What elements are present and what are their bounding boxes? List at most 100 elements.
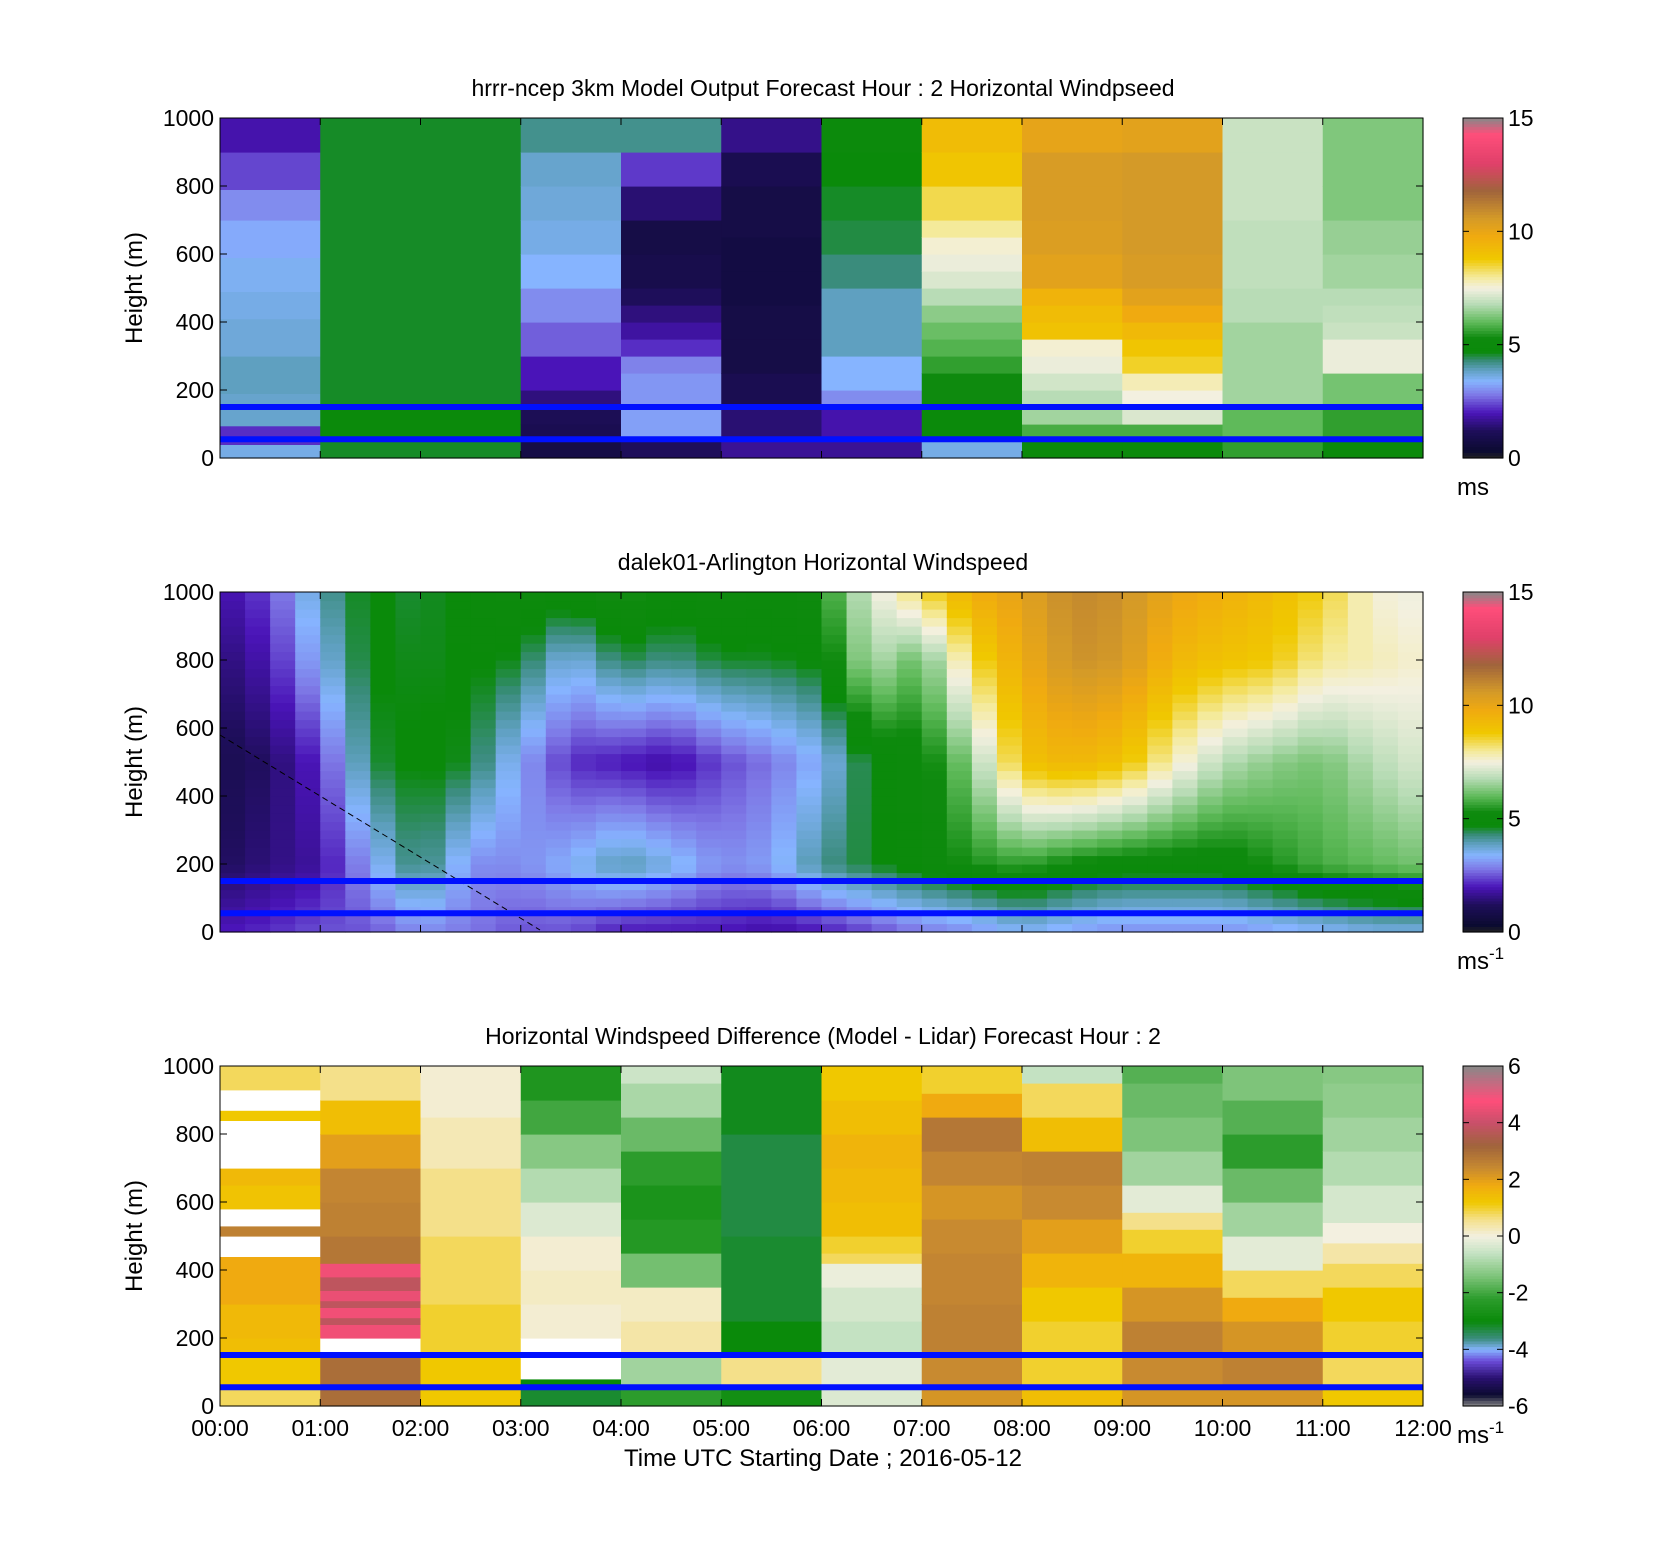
colorbar-swatch	[1463, 256, 1503, 261]
heatmap-cell	[821, 796, 848, 806]
heatmap-cell	[946, 634, 973, 644]
heatmap-cell	[1172, 702, 1199, 712]
heatmap-cell	[1172, 694, 1199, 704]
heatmap-cell	[1022, 728, 1048, 738]
heatmap-cell	[220, 770, 246, 780]
colorbar-swatch	[1463, 807, 1503, 811]
heatmap-cell	[595, 813, 622, 823]
heatmap-cell	[345, 796, 371, 806]
heatmap-cell	[395, 685, 422, 695]
colorbar-swatch	[1463, 1117, 1503, 1121]
heatmap-cell	[595, 864, 622, 874]
colorbar-swatch	[1463, 271, 1503, 275]
heatmap-cell	[671, 677, 697, 687]
heatmap-cell	[420, 617, 447, 627]
colorbar-swatch	[1463, 1363, 1503, 1367]
heatmap-cell	[545, 872, 572, 882]
colorbar-swatch	[1463, 1131, 1503, 1135]
colorbar-tick-label: 0	[1508, 1223, 1521, 1249]
colorbar-swatch	[1463, 387, 1503, 391]
heatmap-cell	[320, 660, 346, 670]
colorbar-swatch	[1463, 1176, 1503, 1180]
heatmap-cell	[696, 821, 722, 831]
heatmap-cell	[796, 787, 823, 797]
heatmap-cell	[1022, 1385, 1123, 1407]
x-tick-label: 03:00	[492, 1415, 550, 1441]
heatmap-cell	[1272, 592, 1299, 602]
heatmap-cell	[320, 1263, 422, 1278]
y-tick-label: 800	[176, 173, 214, 199]
heatmap-cell	[1072, 872, 1098, 882]
heatmap-cell	[445, 889, 472, 899]
heatmap-cell	[771, 770, 798, 780]
heatmap-cell	[746, 592, 772, 602]
colorbar-swatch	[1463, 915, 1503, 919]
heatmap-cell	[1122, 694, 1148, 704]
heatmap-cell	[796, 889, 823, 899]
heatmap-cell	[721, 821, 747, 831]
heatmap-cell	[245, 736, 271, 746]
heatmap-cell	[570, 668, 597, 678]
heatmap-cell	[1172, 643, 1199, 653]
heatmap-cell	[1222, 1100, 1324, 1135]
colorbar-swatch	[1463, 455, 1503, 459]
heatmap-cell	[1147, 796, 1173, 806]
colorbar-tick-label: -4	[1508, 1336, 1529, 1362]
colorbar-swatch	[1463, 631, 1503, 636]
heatmap-cell	[495, 804, 522, 814]
heatmap-cell	[545, 821, 572, 831]
heatmap-cell	[796, 872, 823, 882]
colorbar-swatch	[1463, 1394, 1503, 1399]
heatmap-cell	[1247, 881, 1274, 891]
heatmap-cell	[1222, 1168, 1324, 1203]
colorbar-swatch	[1463, 1233, 1503, 1237]
heatmap-cell	[270, 923, 296, 933]
heatmap-cell	[270, 779, 296, 789]
heatmap-cell	[921, 1185, 1023, 1220]
heatmap-cell	[621, 643, 647, 653]
heatmap-cell	[946, 864, 973, 874]
heatmap-cell	[1172, 753, 1199, 763]
heatmap-cell	[395, 600, 422, 610]
heatmap-cell	[1097, 881, 1123, 891]
heatmap-cell	[646, 728, 672, 738]
heatmap-cell	[545, 779, 572, 789]
heatmap-cell	[696, 685, 722, 695]
heatmap-cell	[721, 745, 747, 755]
heatmap-cell	[996, 626, 1023, 636]
heatmap-cell	[470, 821, 497, 831]
heatmap-cell	[821, 651, 848, 661]
heatmap-cell	[470, 592, 497, 602]
heatmap-cell	[846, 915, 873, 925]
heatmap-cell	[1322, 118, 1424, 187]
heatmap-cell	[595, 745, 622, 755]
heatmap-cell	[871, 804, 898, 814]
heatmap-cell	[1322, 1066, 1424, 1084]
colorbar-tick-label: 0	[1508, 445, 1521, 471]
heatmap-cell	[1322, 1355, 1424, 1387]
heatmap-cell	[495, 745, 522, 755]
heatmap-cell	[1397, 736, 1424, 746]
heatmap-cell	[696, 728, 722, 738]
colorbar-swatch	[1463, 815, 1503, 820]
heatmap-cell	[721, 923, 747, 933]
heatmap-cell	[671, 872, 697, 882]
heatmap-cell	[1372, 838, 1399, 848]
panel-difference-title: Horizontal Windspeed Difference (Model -…	[485, 1023, 1161, 1049]
heatmap-cell	[971, 677, 998, 687]
heatmap-cell	[1097, 626, 1123, 636]
colorbar-swatch	[1463, 651, 1503, 655]
colorbar-swatch	[1463, 1204, 1503, 1209]
heatmap-cell	[270, 660, 296, 670]
heatmap-cell	[996, 677, 1023, 687]
colorbar-swatch	[1463, 1193, 1503, 1197]
colorbar-swatch	[1463, 881, 1503, 885]
heatmap-cell	[921, 186, 1023, 221]
heatmap-cell	[846, 651, 873, 661]
colorbar-swatch	[1463, 711, 1503, 715]
heatmap-cell	[946, 813, 973, 823]
colorbar-swatch	[1463, 1213, 1503, 1217]
colorbar-swatch	[1463, 903, 1503, 908]
heatmap-cell	[1047, 651, 1073, 661]
heatmap-cell	[771, 889, 798, 899]
